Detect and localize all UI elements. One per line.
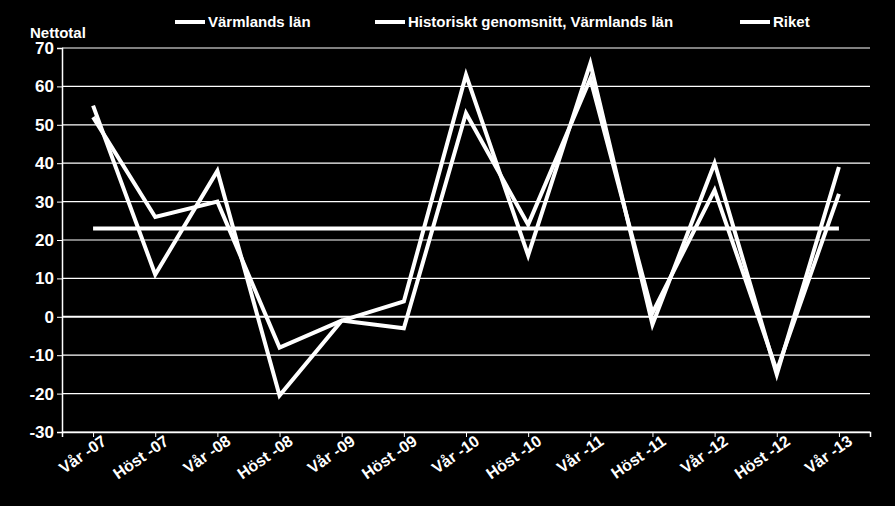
grid-line: [62, 316, 870, 318]
legend: Värmlands län Historiskt genomsnitt, Värm…: [175, 13, 810, 30]
legend-swatch: [740, 20, 770, 24]
x-tick: Höst -11: [608, 432, 669, 482]
grid-line: [62, 86, 870, 87]
x-axis: Vår -07Höst -07Vår -08Höst -08Vår -09Hös…: [56, 432, 871, 482]
y-tick-label: 60: [35, 77, 54, 96]
chart: -30-20-10010203040506070Vår -07Höst -07V…: [0, 0, 895, 506]
y-tick-mark: [57, 163, 62, 164]
y-tick-mark: [57, 317, 62, 318]
x-tick: Höst -12: [732, 432, 794, 482]
y-tick: 50: [35, 116, 62, 135]
y-tick: -30: [29, 423, 62, 442]
x-tick-label: Höst -08: [234, 432, 296, 482]
y-tick-mark: [57, 432, 62, 433]
y-tick-mark: [57, 48, 62, 49]
legend-label: Riket: [773, 13, 810, 30]
y-tick-mark: [57, 86, 62, 87]
y-tick-mark: [57, 240, 62, 241]
x-tick: Vår -13: [802, 432, 856, 477]
y-tick-mark: [57, 355, 62, 356]
y-tick: 40: [35, 154, 62, 173]
x-tick-label: Höst -10: [483, 432, 545, 482]
legend-item: Riket: [740, 13, 810, 30]
legend-swatch: [375, 20, 405, 24]
y-axis-title: Nettotal: [30, 24, 86, 41]
grid-line: [62, 393, 870, 394]
legend-swatch: [175, 20, 205, 24]
y-tick-label: 30: [35, 193, 54, 212]
y-tick-label: 0: [45, 308, 54, 327]
legend-item: Värmlands län: [175, 13, 311, 30]
y-tick-mark: [57, 202, 62, 203]
grid-line: [62, 239, 870, 240]
background: [0, 0, 895, 506]
grid-line: [62, 163, 870, 164]
x-tick: Vår -12: [677, 432, 731, 477]
x-tick-label: Vår -07: [56, 432, 110, 477]
grid-line: [62, 124, 870, 125]
x-tick-label: Vår -13: [802, 432, 856, 477]
y-tick-mark: [57, 278, 62, 279]
grid-line: [62, 355, 870, 356]
y-tick: 30: [35, 193, 62, 212]
x-tick-label: Vår -08: [180, 432, 234, 477]
y-tick: 60: [35, 77, 62, 96]
x-tick: Höst -10: [483, 432, 545, 482]
y-tick-mark: [57, 394, 62, 395]
x-tick: Höst -08: [234, 432, 296, 482]
y-tick-label: 70: [35, 39, 54, 58]
grid-line: [62, 201, 870, 202]
x-tick-label: Höst -12: [732, 432, 794, 482]
y-tick-label: 10: [35, 269, 54, 288]
series-line: [93, 63, 839, 395]
y-tick-mark: [57, 125, 62, 126]
y-axis: -30 -20 -10 0 10 20 30 40 50 60 70: [29, 39, 62, 442]
x-tick-label: Höst -09: [359, 432, 421, 482]
plot: -30-20-10010203040506070Vår -07Höst -07V…: [29, 39, 870, 482]
y-tick: -10: [29, 346, 62, 365]
y-tick-label: -20: [29, 385, 54, 404]
x-tick: Vår -07: [56, 432, 110, 477]
y-tick: 20: [35, 231, 62, 250]
y-tick: 0: [45, 308, 62, 327]
y-tick: 10: [35, 269, 62, 288]
x-tick-label: Vår -11: [554, 432, 607, 476]
y-axis-line: [57, 49, 63, 433]
x-tick: Vår -09: [304, 432, 358, 477]
grid-line: [62, 47, 870, 48]
legend-item: Historiskt genomsnitt, Värmlands län: [375, 13, 673, 30]
y-tick-label: -10: [29, 346, 54, 365]
x-tick: Höst -09: [359, 432, 421, 482]
x-tick-label: Höst -11: [608, 432, 669, 482]
x-tick-label: Vår -12: [677, 432, 731, 477]
y-tick-label: -30: [29, 423, 54, 442]
x-tick: Vår -11: [554, 432, 607, 476]
series-line: [93, 79, 839, 371]
grid: [62, 48, 870, 432]
x-tick: Vår -10: [429, 432, 483, 477]
x-tick-label: Vår -09: [304, 432, 358, 477]
x-tick-label: Höst -07: [110, 432, 172, 482]
y-tick: 70: [35, 39, 62, 58]
y-tick-label: 20: [35, 231, 54, 250]
y-tick-label: 50: [35, 116, 54, 135]
x-tick: Höst -07: [110, 432, 172, 482]
x-tick: Vår -08: [180, 432, 234, 477]
lines: [93, 63, 839, 395]
y-tick-label: 40: [35, 154, 54, 173]
legend-label: Historiskt genomsnitt, Värmlands län: [408, 13, 673, 30]
x-tick-label: Vår -10: [429, 432, 483, 477]
legend-label: Värmlands län: [208, 13, 311, 30]
y-tick: -20: [29, 385, 62, 404]
